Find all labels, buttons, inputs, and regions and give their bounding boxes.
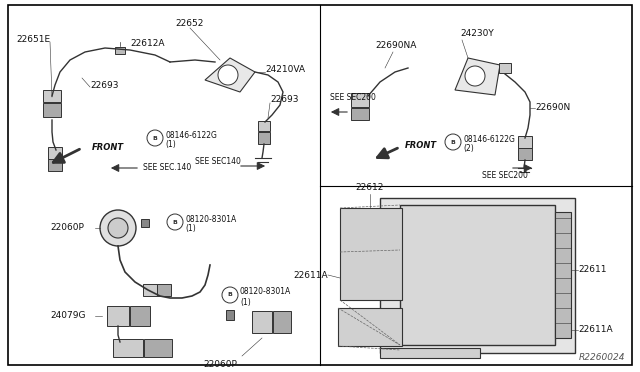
FancyBboxPatch shape <box>380 198 575 353</box>
FancyBboxPatch shape <box>252 311 272 333</box>
Text: 22612A: 22612A <box>130 38 164 48</box>
Text: 22611: 22611 <box>578 266 607 275</box>
FancyBboxPatch shape <box>48 159 62 171</box>
FancyBboxPatch shape <box>340 208 402 300</box>
FancyBboxPatch shape <box>144 339 172 357</box>
FancyBboxPatch shape <box>113 339 143 357</box>
Text: 08146-6122G: 08146-6122G <box>463 135 515 144</box>
FancyBboxPatch shape <box>555 212 571 338</box>
Circle shape <box>222 287 238 303</box>
FancyBboxPatch shape <box>351 93 369 107</box>
Text: B: B <box>173 219 177 224</box>
FancyBboxPatch shape <box>143 284 157 296</box>
Text: 24230Y: 24230Y <box>460 29 493 38</box>
FancyBboxPatch shape <box>499 63 511 73</box>
FancyBboxPatch shape <box>141 219 149 227</box>
Polygon shape <box>205 58 255 92</box>
Text: 22690N: 22690N <box>535 103 570 112</box>
Text: (1): (1) <box>185 224 196 234</box>
FancyBboxPatch shape <box>115 46 125 54</box>
Text: 22690NA: 22690NA <box>375 41 417 50</box>
Text: 22693: 22693 <box>90 80 118 90</box>
Circle shape <box>445 134 461 150</box>
Text: 22611A: 22611A <box>293 270 328 279</box>
Text: 08120-8301A: 08120-8301A <box>185 215 236 224</box>
Text: B: B <box>152 135 157 141</box>
Circle shape <box>100 210 136 246</box>
Circle shape <box>108 218 128 238</box>
Text: B: B <box>228 292 232 298</box>
Polygon shape <box>455 58 500 95</box>
Text: B: B <box>451 140 456 144</box>
FancyBboxPatch shape <box>258 132 270 144</box>
FancyBboxPatch shape <box>130 306 150 326</box>
Text: (1): (1) <box>240 298 251 307</box>
Text: 24210VA: 24210VA <box>265 65 305 74</box>
Circle shape <box>465 66 485 86</box>
Text: 08146-6122G: 08146-6122G <box>165 131 217 140</box>
Text: (1): (1) <box>165 141 176 150</box>
Text: SEE SEC.140: SEE SEC.140 <box>143 164 191 173</box>
FancyBboxPatch shape <box>400 205 555 345</box>
Circle shape <box>147 130 163 146</box>
Circle shape <box>218 65 238 85</box>
Text: 22611A: 22611A <box>578 326 612 334</box>
FancyBboxPatch shape <box>351 108 369 120</box>
FancyBboxPatch shape <box>258 121 270 131</box>
FancyBboxPatch shape <box>338 308 402 346</box>
FancyBboxPatch shape <box>273 311 291 333</box>
Text: 24079G: 24079G <box>50 311 86 321</box>
Text: 22060P: 22060P <box>203 360 237 369</box>
Circle shape <box>167 214 183 230</box>
Text: 08120-8301A: 08120-8301A <box>240 288 291 296</box>
Text: FRONT: FRONT <box>405 141 437 150</box>
FancyBboxPatch shape <box>518 136 532 148</box>
Text: SEE SEC140: SEE SEC140 <box>195 157 241 167</box>
Text: FRONT: FRONT <box>92 142 124 151</box>
Text: 22060P: 22060P <box>50 224 84 232</box>
FancyBboxPatch shape <box>157 284 171 296</box>
Text: SEE SEC200: SEE SEC200 <box>482 170 528 180</box>
Text: 22612: 22612 <box>355 183 383 192</box>
Text: R2260024: R2260024 <box>579 353 625 362</box>
FancyBboxPatch shape <box>226 310 234 320</box>
FancyBboxPatch shape <box>48 147 62 159</box>
Text: 22651E: 22651E <box>16 35 50 45</box>
FancyBboxPatch shape <box>43 90 61 102</box>
Text: (2): (2) <box>463 144 474 154</box>
Text: SEE SEC200: SEE SEC200 <box>330 93 376 103</box>
FancyBboxPatch shape <box>107 306 129 326</box>
Text: 22652: 22652 <box>176 19 204 28</box>
FancyBboxPatch shape <box>518 148 532 160</box>
FancyBboxPatch shape <box>43 103 61 117</box>
Text: 22693: 22693 <box>270 96 298 105</box>
FancyBboxPatch shape <box>380 348 480 358</box>
